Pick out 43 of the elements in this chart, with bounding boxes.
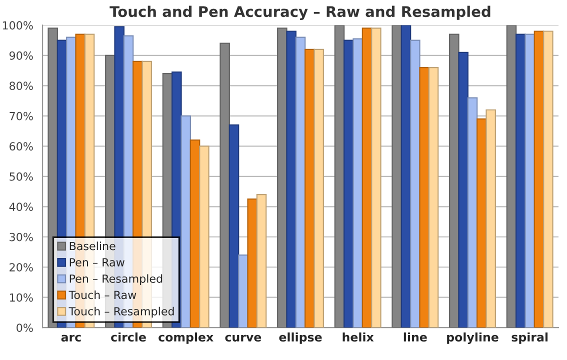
bar	[371, 28, 382, 328]
bar	[199, 146, 210, 328]
y-tick-label: 100%	[2, 21, 33, 30]
y-tick-label: 80%	[10, 82, 33, 90]
legend-label: Pen – Raw	[70, 258, 124, 267]
y-tick-label: 0%	[16, 324, 33, 332]
x-tick-label: helix	[342, 332, 374, 342]
y-tick-label: 20%	[10, 263, 33, 272]
x-tick-label: spiral	[512, 332, 548, 344]
x-tick-label: complex	[158, 332, 214, 344]
chart-title: Touch and Pen Accuracy – Raw and Resampled	[110, 6, 490, 20]
y-tick-label: 90%	[10, 51, 33, 60]
y-tick-label: 60%	[10, 142, 33, 151]
bar	[428, 66, 439, 328]
x-tick-label: line	[404, 332, 427, 342]
bar	[220, 42, 230, 328]
legend-label: Touch – Raw	[68, 290, 136, 300]
bar	[228, 124, 240, 328]
legend-label: Pen – Resampled	[70, 274, 162, 285]
bar	[286, 30, 296, 328]
legend-label: Baseline	[70, 242, 116, 250]
x-tick-label: ellipse	[279, 332, 322, 344]
x-tick-label: circle	[111, 332, 146, 342]
bar	[314, 48, 324, 328]
y-tick-label: 40%	[9, 202, 33, 212]
bar	[486, 109, 496, 328]
y-tick-label: 10%	[10, 293, 33, 302]
bar	[524, 34, 535, 328]
x-tick-label: polyline	[447, 332, 498, 344]
bar	[247, 198, 258, 328]
x-tick-label: arc	[61, 334, 81, 342]
bar	[352, 38, 363, 328]
bar	[180, 115, 191, 328]
bar	[543, 30, 554, 328]
x-tick-label: curve	[225, 334, 262, 342]
legend-label: Touch – Resampled	[68, 306, 174, 318]
y-tick-label: 70%	[10, 112, 33, 120]
y-tick-label: 50%	[10, 172, 33, 181]
bar	[256, 194, 267, 328]
bar	[419, 66, 430, 328]
bar	[458, 52, 468, 328]
bar	[392, 25, 402, 328]
y-tick-label: 30%	[10, 232, 33, 242]
